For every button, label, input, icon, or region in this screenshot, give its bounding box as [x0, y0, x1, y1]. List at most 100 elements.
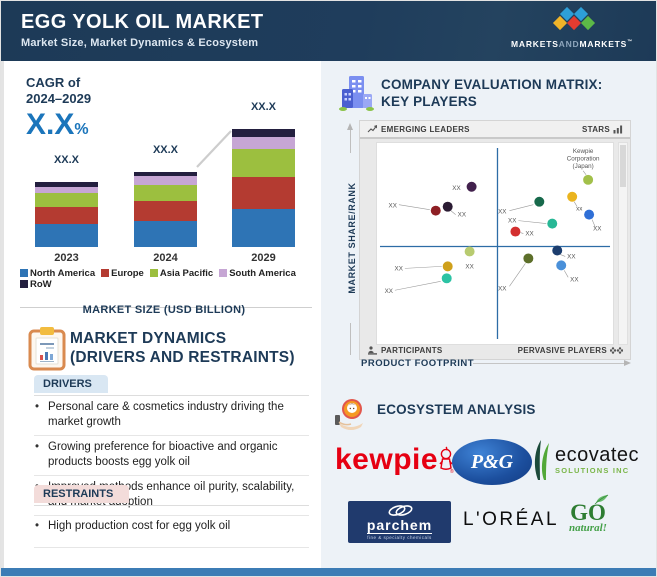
point-connector-line [573, 201, 578, 207]
footer-accent-bar [1, 568, 656, 576]
point-connector-line [563, 270, 569, 278]
legend-item: North America [20, 268, 95, 279]
legend-swatch [149, 269, 158, 277]
company-point [464, 246, 475, 257]
restraint-item: High production cost for egg yolk oil [34, 508, 309, 548]
bar-segment-asia-pacific [134, 184, 197, 201]
bar-segment-south-america [35, 186, 98, 193]
logo-diamonds-icon [552, 6, 596, 31]
point-connector-line [398, 204, 430, 210]
bar-total-label: XX.X [152, 144, 179, 156]
ecosystem-icon [335, 399, 363, 430]
point-label: XX [458, 212, 467, 219]
quadrant-pervasive-players: PERVASIVE PLAYERS [518, 346, 623, 355]
restraints-label: RESTRAINTS [34, 485, 130, 503]
market-size-caption: MARKET SIZE (USD BILLION) [82, 304, 246, 316]
matrix-plot-area: XX XX XX Kewpie Corporation (Japan) xx XX XX XX XX… [376, 142, 614, 345]
left-panel: CAGR of 2024–2029 X.X% XX.X XX.X XX.X 2023… [1, 61, 321, 570]
drivers-list: Personal care & cosmetics industry drivi… [34, 396, 309, 516]
bar-segment-asia-pacific [232, 148, 295, 177]
cagr-value: X.X% [26, 107, 89, 141]
bar-segment-row [35, 182, 98, 187]
bars-icon [613, 125, 623, 134]
kewpie-logo: kewpie ® [335, 443, 454, 476]
clipboard-chart-icon [28, 327, 66, 371]
company-evaluation-matrix: EMERGING LEADERS STARS XX XX XX Kewpie Corpo… [359, 120, 631, 360]
marketsandmarkets-logo: MARKETSANDMARKETS™ [502, 6, 642, 49]
company-point [547, 218, 558, 229]
point-connector-line [520, 232, 524, 234]
person-podium-icon [368, 345, 377, 355]
driver-item: Growing preference for bioactive and org… [34, 436, 309, 476]
point-connector-line [509, 263, 526, 287]
point-label: XX [498, 285, 507, 292]
pg-logo: P&G [452, 439, 532, 485]
point-connector-line [560, 254, 566, 257]
company-point [466, 181, 477, 192]
bar-chart-legend: North America Europe Asia Pacific South Ame… [20, 268, 320, 290]
legend-label: Asia Pacific [159, 268, 214, 279]
bar-chart-categories: 2023 2024 2029 [4, 252, 324, 266]
legend-item: Asia Pacific [149, 268, 214, 279]
scrollbar-thumb[interactable] [620, 145, 626, 187]
logo-wordmark: MARKETSANDMARKETS™ [511, 39, 633, 49]
company-point [442, 201, 453, 212]
legend-label: South America [229, 268, 296, 279]
quadrant-emerging-leaders: EMERGING LEADERS [367, 124, 470, 134]
parchem-rings-icon [387, 505, 413, 516]
matrix-annotation: Corporation [567, 156, 600, 163]
matrix-bottom-strip: PARTICIPANTS PERVASIVE PLAYERS [360, 342, 630, 358]
bar-category-label: 2024 [153, 252, 178, 264]
point-connector-line [404, 266, 442, 269]
point-connector-line [582, 170, 587, 176]
matrix-annotation: Kewpie [573, 148, 594, 155]
matrix-y-axis-label: MARKET SHARE/RANK [347, 153, 357, 323]
header: EGG YOLK OIL MARKET Market Size, Market … [1, 1, 656, 61]
bar-segment-row [134, 172, 197, 176]
legend-swatch [20, 269, 28, 277]
legend-label: North America [30, 268, 96, 279]
legend-item: RoW [20, 279, 52, 290]
point-label: XX [395, 265, 404, 272]
point-label: XX [593, 226, 602, 233]
ecovatec-leaves-icon [534, 440, 549, 480]
company-point [583, 174, 594, 185]
company-point [556, 260, 567, 271]
point-connector-line [450, 210, 456, 215]
loreal-logo: L'ORÉAL [462, 509, 560, 530]
point-label: XX [567, 253, 576, 260]
company-point [441, 273, 452, 284]
matrix-scrollbar[interactable] [618, 142, 628, 345]
leaf-icon [594, 494, 609, 504]
matrix-x-axis-label: PRODUCT FOOTPRINT [361, 358, 474, 369]
legend-label: Europe [111, 268, 144, 279]
legend-swatch [219, 269, 228, 277]
bar-segment-north-america [232, 209, 295, 247]
legend-swatch [20, 280, 28, 288]
stacked-bar-chart: XX.X XX.X XX.X [4, 61, 324, 247]
drivers-label: DRIVERS [34, 375, 108, 393]
divider [34, 505, 309, 506]
point-connector-line [509, 204, 534, 211]
point-label: XX [508, 218, 517, 225]
bar-segment-europe [35, 207, 98, 224]
bar-segment-europe [134, 201, 197, 221]
matrix-top-strip: EMERGING LEADERS STARS [360, 121, 630, 139]
company-point [552, 245, 563, 256]
bar-total-label: XX.X [53, 154, 80, 166]
legend-item: Europe [101, 268, 144, 279]
svg-text:®: ® [450, 468, 454, 474]
bar-segment-asia-pacific [35, 192, 98, 207]
matrix-x-axis-line [473, 363, 625, 364]
driver-item: Personal care & cosmetics industry drivi… [34, 396, 309, 436]
point-label: XX [570, 276, 579, 283]
bar-category-label: 2023 [54, 252, 79, 264]
matrix-x-axis-arrow [624, 360, 634, 366]
parchem-logo: parchem fine & specialty chemicals [348, 501, 451, 543]
page-title: EGG YOLK OIL MARKET [21, 11, 264, 33]
quadrant-participants: PARTICIPANTS [367, 346, 443, 355]
company-point [584, 209, 595, 220]
go-natural-logo: GO natural! [569, 494, 609, 534]
bar-segment-north-america [134, 220, 197, 247]
